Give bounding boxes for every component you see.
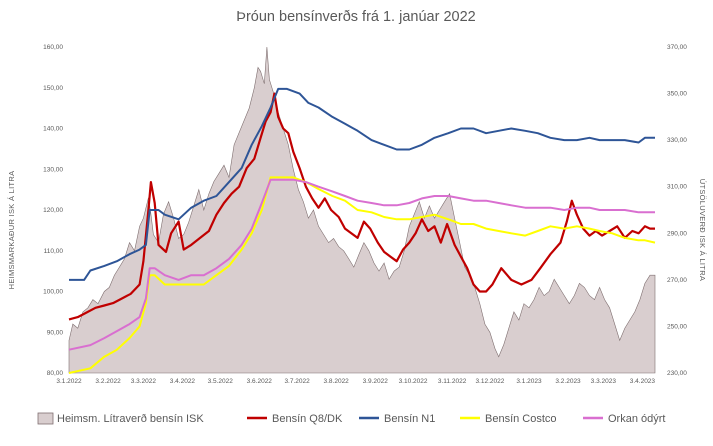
legend-item-bens-n-q8-dk: Bensín Q8/DK (247, 413, 343, 425)
series-line-bens-n-n1 (69, 87, 655, 281)
x-tick-label: 3.10.2022 (399, 378, 428, 385)
axes-layer: 80,00 90,00 100,00 110,00 120,00 130,00 140,00… (43, 44, 687, 385)
series-area-heimsm-l-traver-bens-n-isk (68, 46, 656, 374)
left-tick-label: 80,00 (47, 370, 64, 377)
right-tick-label: 250,00 (667, 323, 687, 330)
left-tick-label: 120,00 (43, 207, 63, 214)
legend-label: Bensín Costco (485, 413, 557, 425)
left-tick-label: 160,00 (43, 44, 63, 51)
x-tick-label: 3.12.2022 (475, 378, 504, 385)
series-line-bens-n-costco (68, 176, 656, 374)
right-tick-label: 290,00 (667, 230, 687, 237)
series-line-bens-n-q8-dk (68, 92, 655, 321)
left-tick-label: 140,00 (43, 126, 63, 133)
left-tick-label: 130,00 (43, 166, 63, 173)
legend-label: Bensín Q8/DK (272, 413, 343, 425)
legend-item-bens-n-costco: Bensín Costco (460, 413, 557, 425)
x-tick-label: 3.11.2022 (438, 378, 467, 385)
right-tick-label: 370,00 (667, 44, 687, 51)
legend-swatch (37, 412, 54, 425)
legend-item-orkan-d-rt: Orkan ódýrt (583, 413, 665, 425)
lines-layer (68, 87, 656, 374)
left-tick-label: 100,00 (43, 289, 63, 296)
left-tick-label: 90,00 (47, 329, 64, 336)
series-line-orkan-d-rt (68, 178, 655, 351)
x-tick-label: 3.1.2022 (56, 378, 82, 385)
legend-item-heimsm-l-traver-bens-n-isk: Heimsm. Lítraverð bensín ISK (37, 412, 204, 425)
x-tick-label: 3.4.2023 (630, 378, 656, 385)
left-tick-label: 150,00 (43, 85, 63, 92)
x-tick-label: 3.2.2022 (95, 378, 121, 385)
left-axis-title: HEIMSMARKAÐUR ISK Á LITRA (7, 171, 16, 290)
x-tick-label: 3.7.2022 (284, 378, 310, 385)
area-layer (68, 46, 656, 374)
right-tick-label: 270,00 (667, 277, 687, 284)
x-tick-label: 3.6.2022 (247, 378, 273, 385)
legend-item-bens-n-n1: Bensín N1 (359, 413, 435, 425)
x-tick-label: 3.8.2022 (324, 378, 350, 385)
chart-title: Þróun bensínverðs frá 1. janúar 2022 (236, 9, 475, 25)
x-tick-label: 3.4.2022 (170, 378, 196, 385)
x-tick-label: 3.5.2022 (208, 378, 234, 385)
legend: Heimsm. Lítraverð bensín ISK Bensín Q8/DK… (37, 412, 665, 425)
x-tick-label: 3.3.2022 (131, 378, 157, 385)
legend-label: Orkan ódýrt (608, 413, 665, 425)
x-tick-label: 3.3.2023 (591, 378, 617, 385)
right-tick-label: 230,00 (667, 370, 687, 377)
x-tick-label: 3.9.2022 (363, 378, 389, 385)
x-tick-label: 3.1.2023 (516, 378, 542, 385)
left-tick-label: 110,00 (44, 248, 64, 255)
x-tick-label: 3.2.2023 (555, 378, 581, 385)
legend-label: Bensín N1 (384, 413, 435, 425)
right-tick-label: 310,00 (667, 184, 687, 191)
right-tick-label: 350,00 (667, 91, 687, 98)
right-tick-label: 330,00 (667, 137, 687, 144)
right-axis-title: ÚTSÖLUVERÐ ISK Á LITRA (698, 179, 707, 281)
legend-label: Heimsm. Lítraverð bensín ISK (57, 413, 204, 425)
